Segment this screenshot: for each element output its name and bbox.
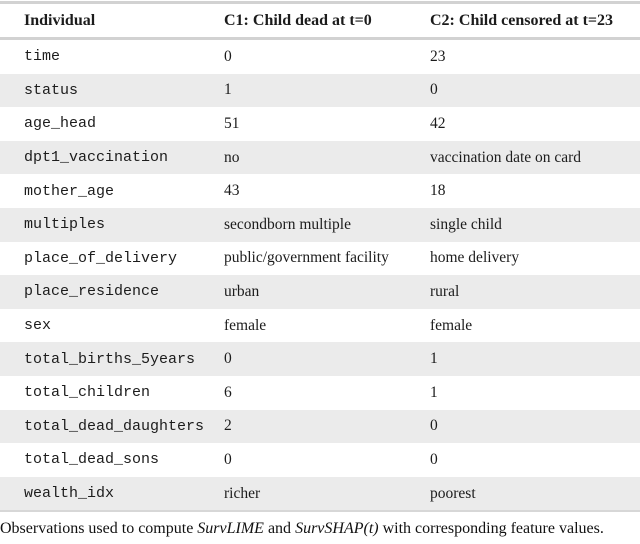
caption-method-survlime: SurvLIME (197, 520, 264, 538)
c2-value: home delivery (430, 249, 520, 267)
c1-value: no (224, 148, 240, 166)
table-row: age_head 51 42 (0, 107, 640, 141)
feature-name: dpt1_vaccination (24, 149, 169, 167)
table-body: time 0 23 status 1 0 age_head 51 42 dpt1… (0, 39, 640, 512)
table-row: place_residence urban rural (0, 275, 640, 309)
table-row: dpt1_vaccination no vaccination date on … (0, 140, 640, 175)
header-individual: Individual (24, 11, 96, 29)
c2-value: 23 (430, 47, 446, 65)
table-row: sex female female (0, 309, 640, 343)
caption-text: and (263, 520, 296, 538)
table-row: mother_age 43 18 (0, 174, 640, 208)
c2-value: 0 (430, 450, 438, 468)
feature-name: multiples (24, 216, 106, 234)
c1-value: urban (224, 282, 260, 300)
c2-value: poorest (430, 484, 476, 502)
feature-values-table: Individual C1: Child dead at t=0 C2: Chi… (0, 1, 640, 513)
c2-value: rural (430, 282, 460, 300)
c2-value: 1 (430, 383, 438, 401)
caption-text: Observations used to compute (0, 520, 198, 538)
feature-name: age_head (24, 115, 97, 133)
c2-value: female (430, 316, 473, 334)
c1-value: 51 (224, 114, 240, 132)
feature-name: total_children (24, 384, 151, 402)
caption-text: with corresponding feature values. (378, 520, 604, 538)
header-c2: C2: Child censored at t=23 (430, 11, 614, 29)
c2-value: single child (430, 215, 502, 233)
feature-name: sex (24, 317, 52, 335)
feature-name: status (24, 81, 79, 99)
table-row: time 0 23 (0, 39, 640, 74)
table-row: wealth_idx richer poorest (0, 476, 640, 512)
feature-name: place_of_delivery (24, 249, 178, 267)
table-row: status 1 0 (0, 73, 640, 108)
table-row: total_dead_daughters 2 0 (0, 409, 640, 444)
c1-value: 43 (224, 182, 240, 200)
c1-value: 6 (224, 383, 232, 401)
header-c1: C1: Child dead at t=0 (224, 11, 372, 29)
c1-value: public/government facility (224, 249, 389, 267)
c2-value: 18 (430, 182, 446, 200)
feature-name: mother_age (24, 182, 115, 200)
c1-value: 0 (224, 350, 232, 368)
c1-value: female (224, 316, 267, 334)
c1-value: 1 (224, 81, 232, 99)
table-caption: Observations used to compute SurvLIME an… (0, 518, 640, 539)
c2-value: 1 (430, 350, 438, 368)
feature-name: time (24, 48, 61, 66)
c2-value: 0 (430, 417, 438, 435)
feature-name: total_dead_daughters (24, 417, 205, 435)
table-row: place_of_delivery public/government faci… (0, 242, 640, 276)
caption-method-survshap: SurvSHAP(t) (295, 520, 379, 538)
table-row: total_births_5years 0 1 (0, 342, 640, 376)
c2-value: vaccination date on card (430, 148, 582, 166)
c1-value: secondborn multiple (224, 215, 351, 233)
table-row: total_dead_sons 0 0 (0, 443, 640, 477)
table-header: Individual C1: Child dead at t=0 C2: Chi… (0, 3, 640, 39)
header-row: Individual C1: Child dead at t=0 C2: Chi… (0, 3, 640, 39)
c2-value: 42 (430, 114, 446, 132)
feature-name: total_births_5years (24, 350, 196, 368)
table-row: multiples secondborn multiple single chi… (0, 207, 640, 242)
c2-value: 0 (430, 81, 438, 99)
feature-name: total_dead_sons (24, 451, 160, 469)
table-row: total_children 6 1 (0, 376, 640, 410)
feature-name: wealth_idx (24, 485, 115, 503)
feature-name: place_residence (24, 283, 160, 301)
c1-value: richer (224, 484, 261, 502)
c1-value: 2 (224, 417, 232, 435)
c1-value: 0 (224, 47, 232, 65)
c1-value: 0 (224, 450, 232, 468)
